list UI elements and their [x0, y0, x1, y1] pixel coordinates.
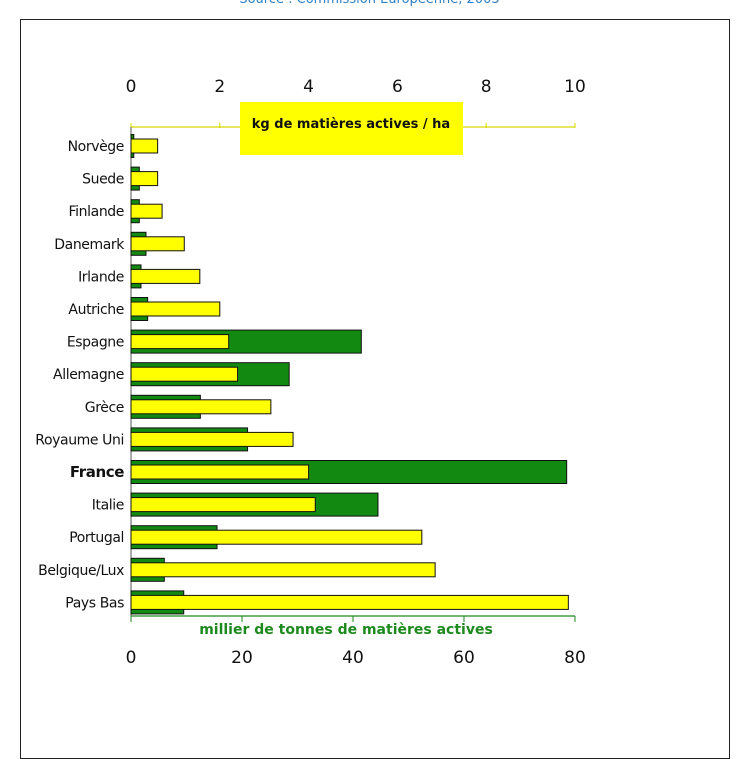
category-label: Norvège: [68, 139, 124, 155]
bottom-tick-label: 0: [126, 648, 137, 668]
bars: [130, 134, 569, 615]
category-label: Suede: [82, 172, 124, 188]
bar-yellow: [130, 171, 159, 187]
category-label: France: [70, 463, 124, 481]
category-label: Grèce: [85, 400, 124, 416]
category-label: Portugal: [69, 530, 124, 546]
category-label: Finlande: [69, 204, 124, 220]
category-label: Italie: [92, 498, 124, 514]
bar-yellow: [130, 562, 436, 578]
category-label: Irlande: [78, 269, 124, 285]
top-tick-label: 4: [303, 77, 314, 97]
chart-source: Source : Commission Européenne, 2003: [0, 0, 739, 9]
top-tick-label: 6: [392, 77, 403, 97]
bottom-tick-label: 60: [453, 648, 475, 668]
top-tick-label: 0: [126, 77, 137, 97]
bar-yellow: [130, 366, 239, 382]
top-axis-label: kg de matières actives / ha: [252, 117, 450, 132]
bar-yellow: [130, 529, 423, 545]
bar-yellow: [130, 268, 201, 284]
category-label: Autriche: [68, 302, 124, 318]
bar-yellow: [130, 138, 159, 154]
bar-yellow: [130, 464, 310, 480]
bar-yellow: [130, 236, 185, 252]
top-tick-label: 2: [214, 77, 225, 97]
category-label: Pays Bas: [65, 595, 124, 611]
bottom-tick-label: 20: [231, 648, 253, 668]
bottom-tick-label: 40: [342, 648, 364, 668]
bar-yellow: [130, 203, 163, 219]
bar-yellow: [130, 431, 294, 447]
category-label: Danemark: [54, 237, 125, 253]
bottom-axis: 0 20 40 60 80: [126, 615, 586, 668]
bar-yellow: [130, 399, 272, 415]
category-label: Belgique/Lux: [38, 563, 124, 579]
category-label: Allemagne: [53, 367, 124, 383]
top-tick-label: 10: [564, 77, 586, 97]
category-label: Royaume Uni: [35, 432, 124, 448]
bar-yellow: [130, 594, 569, 610]
bar-yellow: [130, 334, 230, 350]
category-label: Espagne: [67, 335, 124, 351]
axis-labels: kg de matières actives / ha millier de to…: [199, 102, 493, 638]
top-tick-label: 8: [481, 77, 492, 97]
bar-yellow: [130, 301, 221, 317]
bottom-axis-label: millier de tonnes de matières actives: [199, 622, 493, 638]
bar-yellow: [130, 497, 316, 513]
top-axis-label-box: [240, 102, 463, 155]
category-labels: Norvège Suede Finlande Danemark Irlande Autri…: [35, 127, 132, 616]
bottom-tick-label: 80: [564, 648, 586, 668]
